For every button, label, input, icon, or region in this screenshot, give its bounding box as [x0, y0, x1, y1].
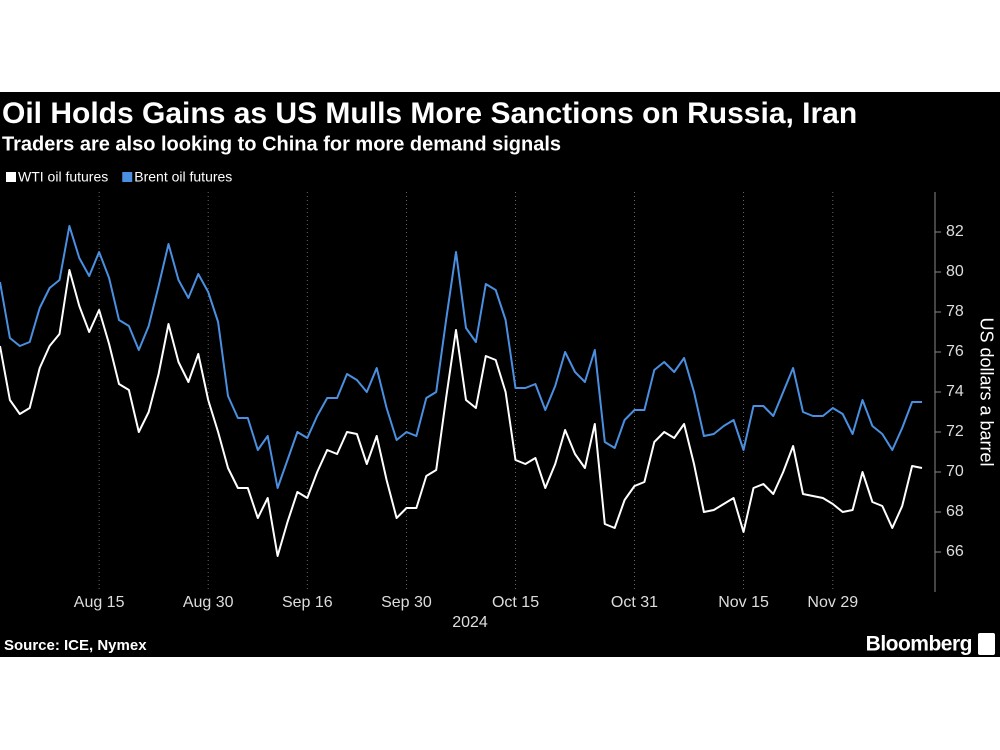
y-tick-label: 68 [946, 503, 964, 520]
x-tick-label: Oct 15 [492, 594, 539, 611]
x-tick-label: Aug 15 [74, 594, 125, 611]
legend-swatch [6, 172, 16, 182]
x-tick-label: Sep 16 [282, 594, 333, 611]
series-line [0, 225, 922, 489]
y-tick-label: 78 [946, 303, 964, 320]
y-tick-label: 80 [946, 263, 964, 280]
brand-icon [978, 633, 995, 655]
y-tick-label: 76 [946, 343, 964, 360]
x-tick-label: Aug 30 [183, 594, 234, 611]
legend-label: WTI oil futures [18, 169, 108, 185]
chart-subtitle: Traders are also looking to China for mo… [2, 133, 561, 155]
series-line [0, 269, 923, 557]
brand: Bloomberg [866, 633, 972, 656]
chart-title: Oil Holds Gains as US Mulls More Sanctio… [2, 97, 857, 130]
legend-label: Brent oil futures [134, 169, 232, 185]
x-year-label: 2024 [452, 614, 488, 631]
x-tick-label: Nov 15 [718, 594, 769, 611]
y-tick-label: 70 [946, 463, 964, 480]
y-tick-label: 82 [946, 223, 964, 240]
y-tick-label: 72 [946, 423, 964, 440]
legend-swatch [122, 172, 133, 182]
x-tick-label: Sep 30 [381, 594, 432, 611]
y-tick-label: 66 [946, 543, 964, 560]
source: Source: ICE, Nymex [4, 637, 147, 654]
x-tick-label: Oct 31 [611, 594, 658, 611]
y-tick-label: 74 [946, 383, 964, 400]
y-axis-label: US dollars a barrel [976, 317, 996, 466]
x-tick-label: Nov 29 [807, 594, 858, 611]
